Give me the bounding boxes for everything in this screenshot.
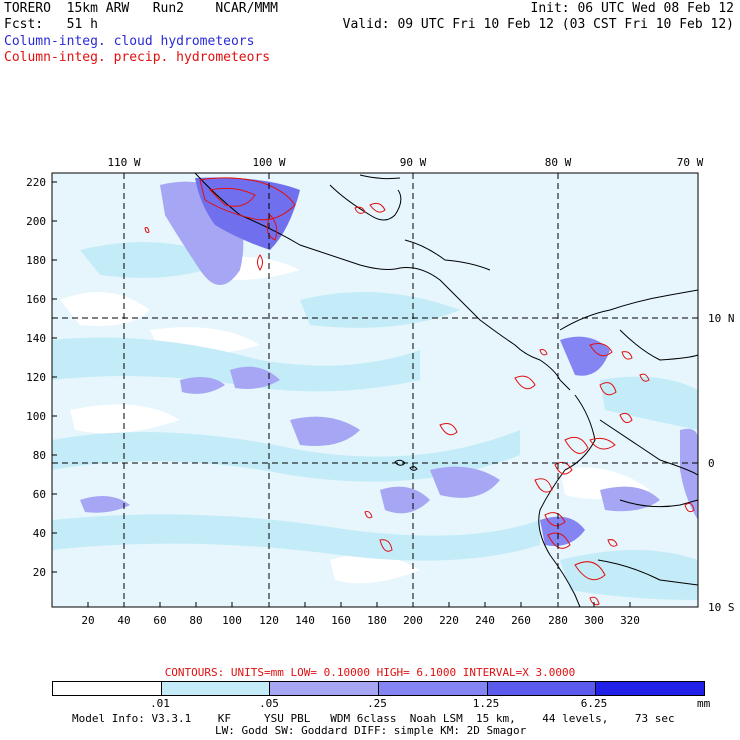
x-tick-label: 260 — [511, 614, 531, 627]
x-tick-label: 320 — [620, 614, 640, 627]
colorbar-label: 6.25 — [580, 697, 608, 710]
colorbar — [52, 681, 705, 696]
x-tick-label: 240 — [475, 614, 495, 627]
coastlines — [194, 172, 699, 608]
x-tick-label: 280 — [548, 614, 568, 627]
cloud-field — [52, 177, 698, 600]
y-tick-label: 200 — [26, 215, 46, 228]
cloud-field-label: Column-integ. cloud hydrometeors — [4, 34, 255, 49]
map-frame — [51, 172, 699, 608]
y-tick-label: 80 — [33, 449, 46, 462]
x-tick-label: 40 — [117, 614, 130, 627]
lon-label: 100 W — [252, 156, 285, 169]
lon-label: 90 W — [400, 156, 427, 169]
precip-field-label: Column-integ. precip. hydrometeors — [4, 50, 271, 65]
x-tick-label: 60 — [153, 614, 166, 627]
x-tick-label: 100 — [222, 614, 242, 627]
header-title: TORERO 15km ARW Run2 NCAR/MMM — [4, 1, 278, 16]
colorbar-labels: .01 .05 .25 1.25 6.25 — [52, 697, 712, 710]
y-tick-label: 180 — [26, 254, 46, 267]
colorbar-segment — [379, 682, 488, 695]
valid-time: Valid: 09 UTC Fri 10 Feb 12 (03 CST Fri … — [342, 17, 734, 32]
lat-label: 0 — [708, 457, 715, 470]
x-tick-label: 20 — [81, 614, 94, 627]
graticule — [52, 173, 698, 607]
x-tick-label: 120 — [259, 614, 279, 627]
x-tick-label: 220 — [439, 614, 459, 627]
precip-contours — [144, 177, 695, 606]
x-tick-label: 200 — [403, 614, 423, 627]
y-tick-label: 120 — [26, 371, 46, 384]
forecast-hour: Fcst: 51 h — [4, 17, 98, 32]
y-tick-label: 160 — [26, 293, 46, 306]
colorbar-label: .25 — [367, 697, 387, 710]
y-tick-label: 220 — [26, 176, 46, 189]
x-axis-labels: 20 40 60 80 100 120 140 160 180 200 220 … — [81, 614, 640, 627]
lat-label: 10 S — [708, 601, 735, 614]
lat-label: 10 N — [708, 312, 735, 325]
x-axis-ticks — [87, 602, 631, 607]
x-tick-label: 140 — [295, 614, 315, 627]
x-tick-label: 180 — [367, 614, 387, 627]
colorbar-label: .01 — [150, 697, 170, 710]
weather-map: 110 W 100 W 90 W 80 W 70 W 10 N 0 10 S 2… — [26, 156, 735, 627]
y-tick-label: 60 — [33, 488, 46, 501]
y-tick-label: 40 — [33, 527, 46, 540]
y-tick-label: 20 — [33, 566, 46, 579]
colorbar-unit: mm — [697, 697, 711, 710]
model-info-line1: Model Info: V3.3.1 KF YSU PBL WDM 6class… — [72, 712, 675, 725]
x-tick-label: 160 — [331, 614, 351, 627]
x-tick-label: 80 — [189, 614, 202, 627]
colorbar-segment — [161, 682, 271, 695]
colorbar-segment — [53, 682, 162, 695]
y-axis-ticks — [52, 181, 57, 573]
colorbar-segment — [270, 682, 380, 695]
y-tick-label: 100 — [26, 410, 46, 423]
contour-info: CONTOURS: UNITS=mm LOW= 0.10000 HIGH= 6.… — [164, 666, 576, 679]
lon-label: 110 W — [107, 156, 140, 169]
right-latitude-labels: 10 N 0 10 S — [708, 312, 735, 614]
init-time: Init: 06 UTC Wed 08 Feb 12 — [530, 1, 735, 16]
model-info-line2: LW: Godd SW: Goddard DIFF: simple KM: 2D… — [215, 724, 527, 737]
colorbar-label: 1.25 — [472, 697, 500, 710]
top-longitude-labels: 110 W 100 W 90 W 80 W 70 W — [107, 156, 703, 169]
y-tick-label: 140 — [26, 332, 46, 345]
lon-label: 80 W — [545, 156, 572, 169]
colorbar-segment — [487, 682, 597, 695]
x-tick-label: 300 — [584, 614, 604, 627]
colorbar-segment — [596, 682, 705, 695]
colorbar-label: .05 — [259, 697, 279, 710]
lon-label: 70 W — [677, 156, 704, 169]
y-axis-labels: 220 200 180 160 140 120 100 80 60 40 20 — [26, 176, 46, 579]
